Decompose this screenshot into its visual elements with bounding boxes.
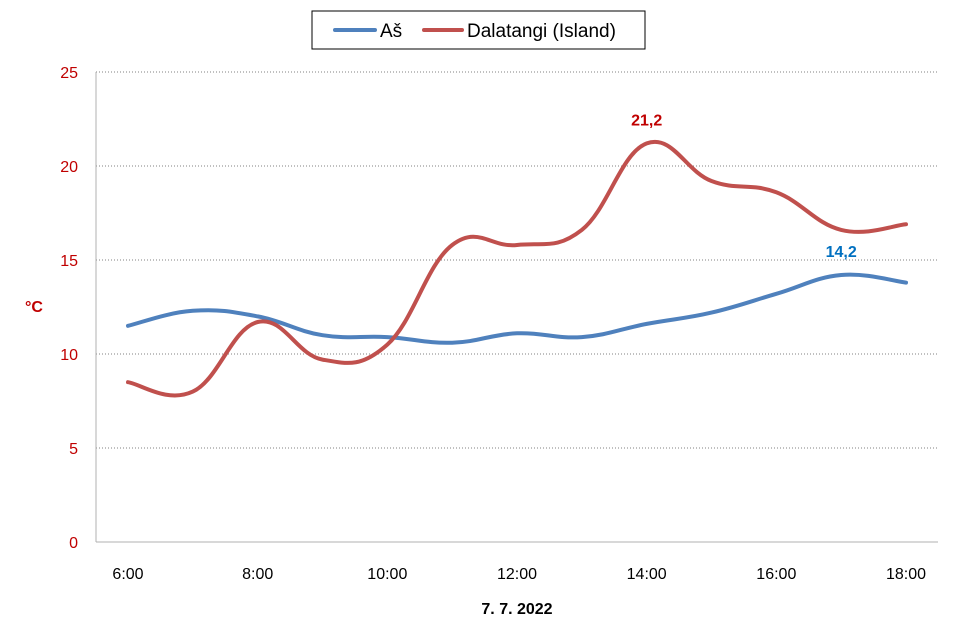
y-tick-label: 15 [60, 253, 78, 270]
y-tick-label: 25 [60, 65, 78, 82]
data-labels: 21,2 14,2 [631, 112, 857, 261]
x-tick-label: 14:00 [627, 566, 667, 583]
axes [95, 72, 938, 543]
x-axis-label: 7. 7. 2022 [481, 601, 552, 618]
legend-box [311, 10, 646, 50]
x-tick-label: 16:00 [756, 566, 796, 583]
series-line-as [126, 272, 908, 345]
x-tick-label: 6:00 [112, 566, 143, 583]
data-label: 21,2 [631, 112, 662, 129]
data-label: 14,2 [826, 244, 857, 261]
legend-label-as: Aš [380, 21, 402, 42]
y-axis-label: °C [25, 299, 43, 316]
y-tick-label: 5 [69, 441, 78, 458]
x-tick-label: 8:00 [242, 566, 273, 583]
legend: Aš Dalatangi (Island) [311, 10, 646, 50]
series-line-dalatangi [126, 139, 908, 398]
y-tick-label: 10 [60, 347, 78, 364]
y-tick-label: 20 [60, 159, 78, 176]
x-tick-label: 12:00 [497, 566, 537, 583]
y-tick-labels: 0 5 10 15 20 25 [60, 65, 78, 552]
x-tick-labels: 6:00 8:00 10:00 12:00 14:00 16:00 18:00 [112, 566, 926, 583]
grid-lines [96, 71, 938, 449]
series-lines [126, 139, 908, 398]
x-tick-label: 18:00 [886, 566, 926, 583]
x-tick-label: 10:00 [367, 566, 407, 583]
legend-label-dalatangi: Dalatangi (Island) [467, 21, 616, 42]
y-tick-label: 0 [69, 535, 78, 552]
